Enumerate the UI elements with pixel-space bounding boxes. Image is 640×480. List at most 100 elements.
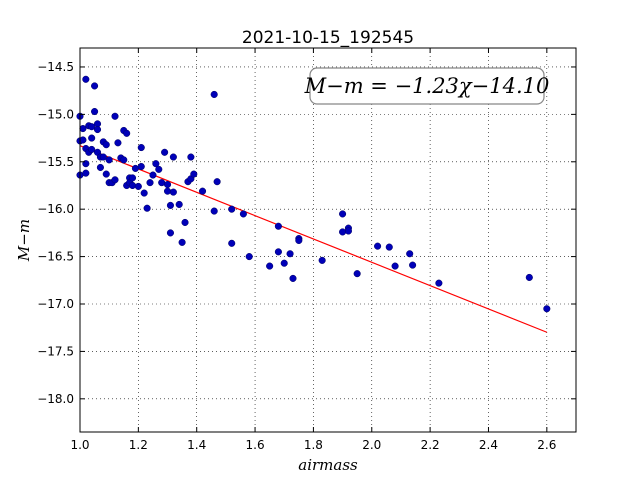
data-point xyxy=(210,90,218,99)
data-point xyxy=(295,236,303,245)
data-point xyxy=(88,134,96,142)
data-point xyxy=(128,181,137,190)
data-points xyxy=(76,75,551,313)
data-point xyxy=(93,125,102,134)
chart-title: 2021-10-15_192545 xyxy=(242,28,414,48)
data-point xyxy=(385,243,393,251)
data-point xyxy=(102,141,110,149)
x-axis-label: airmass xyxy=(298,456,358,474)
data-point xyxy=(213,178,221,186)
data-point xyxy=(210,207,218,215)
y-tick-label: −14.5 xyxy=(37,60,74,74)
y-tick-label: −15.5 xyxy=(37,155,74,169)
data-point xyxy=(344,227,352,235)
x-tick-label: 1.2 xyxy=(129,438,148,452)
data-point xyxy=(166,229,174,237)
data-point xyxy=(137,162,145,171)
x-tick-label: 1.6 xyxy=(246,438,265,452)
data-point xyxy=(143,204,151,212)
data-point xyxy=(181,218,189,227)
data-point xyxy=(187,153,195,161)
data-point xyxy=(406,250,414,258)
data-point xyxy=(289,274,297,282)
data-point xyxy=(155,165,163,173)
data-point xyxy=(374,242,382,250)
data-point xyxy=(91,82,99,90)
data-point xyxy=(339,228,347,236)
data-point xyxy=(409,261,417,269)
data-point xyxy=(163,187,172,195)
data-point xyxy=(137,144,145,152)
data-point xyxy=(152,160,160,168)
data-point xyxy=(105,156,113,164)
data-point xyxy=(88,123,96,131)
y-axis-label: M−m xyxy=(15,219,33,262)
data-point xyxy=(82,75,90,83)
data-point xyxy=(120,156,128,164)
data-point xyxy=(146,179,154,187)
data-point xyxy=(88,145,96,154)
data-point xyxy=(91,107,99,116)
ticks xyxy=(79,48,576,432)
x-tick-label: 2.2 xyxy=(421,438,440,452)
data-point xyxy=(123,129,131,137)
fit-line-group xyxy=(79,145,548,333)
data-point xyxy=(178,238,186,246)
data-point xyxy=(111,176,119,184)
data-point xyxy=(82,169,90,177)
y-tick-labels: −14.5 −15.0 −15.5 −16.0 −16.5 −17.0 −17.5 −18.0 xyxy=(37,60,74,406)
data-point xyxy=(190,170,198,178)
annotation-box: M−m = −1.23χ−14.10 xyxy=(304,67,550,105)
data-point xyxy=(353,270,361,278)
x-tick-label: 1.8 xyxy=(304,438,323,452)
data-point xyxy=(128,174,137,182)
x-tick-labels: 1.0 1.2 1.4 1.6 1.8 2.0 2.2 2.4 2.6 xyxy=(70,438,556,452)
data-point xyxy=(79,136,87,144)
data-point xyxy=(79,125,87,133)
y-tick-label: −18.0 xyxy=(37,392,74,406)
data-point xyxy=(163,180,172,189)
annotation-frame xyxy=(309,67,545,105)
data-point xyxy=(198,187,207,195)
data-point xyxy=(543,305,551,313)
data-point xyxy=(161,148,169,156)
data-point xyxy=(286,250,294,258)
data-point xyxy=(111,112,119,120)
x-tick-label: 2.0 xyxy=(362,438,381,452)
data-point xyxy=(166,201,174,209)
data-point xyxy=(318,256,326,264)
data-point xyxy=(140,189,148,197)
data-point xyxy=(435,279,443,287)
y-tick-label: −16.5 xyxy=(37,250,74,264)
annotation-equation: M−m = −1.23χ−14.10 xyxy=(304,74,550,98)
data-point xyxy=(228,205,236,213)
data-point xyxy=(525,273,533,282)
data-point xyxy=(96,163,104,172)
plot-area: 1.0 1.2 1.4 1.6 1.8 2.0 2.2 2.4 2.6 −14.5−15.0−1… xyxy=(37,47,577,452)
data-point xyxy=(245,253,253,261)
plot-frame xyxy=(79,47,577,433)
y-tick-label: −17.0 xyxy=(37,297,74,311)
data-point xyxy=(99,153,107,161)
y-tick-label: −15.0 xyxy=(37,107,74,121)
data-point xyxy=(274,248,282,256)
data-point xyxy=(134,182,142,190)
data-point xyxy=(339,210,347,218)
y-tick-label: −17.5 xyxy=(37,344,74,358)
data-point xyxy=(102,170,110,178)
data-point xyxy=(228,239,236,247)
data-point xyxy=(239,210,247,218)
data-point xyxy=(114,139,122,147)
grid xyxy=(79,48,576,432)
data-point xyxy=(280,259,288,267)
data-point xyxy=(274,222,282,230)
data-point xyxy=(169,188,177,196)
data-point xyxy=(149,171,157,179)
data-point xyxy=(169,153,177,161)
x-tick-label: 1.4 xyxy=(187,438,206,452)
data-point xyxy=(391,262,399,270)
x-tick-label: 2.4 xyxy=(479,438,498,452)
x-tick-label: 1.0 xyxy=(70,438,89,452)
data-point xyxy=(266,262,274,270)
